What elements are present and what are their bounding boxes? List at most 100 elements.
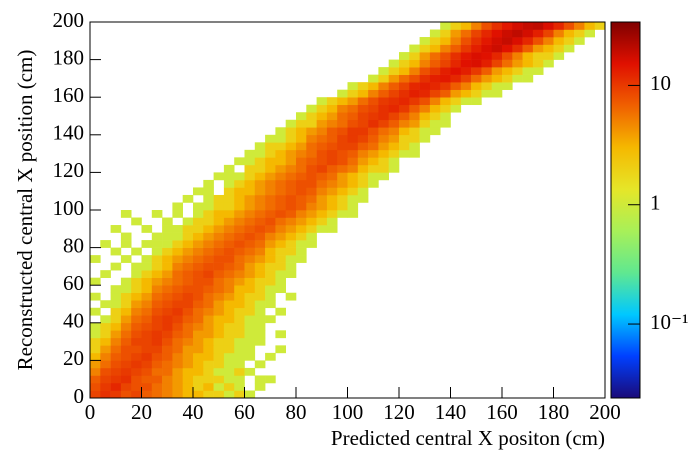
- heatmap-cell: [110, 262, 122, 271]
- heatmap-cell: [223, 345, 235, 354]
- heatmap-cell: [234, 345, 245, 354]
- color-bar-label: 10⁻¹: [650, 310, 688, 334]
- heatmap-cell: [316, 194, 328, 203]
- heatmap-cell: [409, 134, 420, 143]
- heatmap-cell: [357, 134, 369, 143]
- heatmap-cell: [182, 330, 194, 339]
- heatmap-cell: [450, 52, 462, 60]
- heatmap-cell: [502, 37, 513, 45]
- heatmap-cell: [162, 225, 173, 233]
- heatmap-cell: [244, 149, 256, 158]
- heatmap-cell: [162, 390, 173, 399]
- heatmap-cell: [543, 44, 554, 53]
- heatmap-cell: [265, 375, 276, 384]
- heatmap-cell: [502, 74, 513, 83]
- heatmap-cell: [316, 179, 328, 188]
- heatmap-cell: [254, 210, 266, 218]
- heatmap-cell: [203, 337, 214, 346]
- heatmap-cell: [306, 232, 317, 241]
- heatmap-cell: [419, 134, 431, 143]
- heatmap-cell: [244, 352, 256, 361]
- heatmap-cell: [419, 89, 431, 98]
- heatmap-cell: [90, 255, 101, 263]
- heatmap-cell: [471, 22, 482, 30]
- heatmap-cell: [265, 134, 276, 143]
- heatmap-cell: [234, 210, 245, 218]
- heatmap-cell: [151, 210, 163, 218]
- heatmap-cell: [460, 97, 472, 106]
- heatmap-cell: [512, 67, 523, 75]
- heatmap-cell: [378, 142, 389, 151]
- heatmap-cell: [100, 315, 111, 324]
- heatmap-cell: [244, 172, 256, 181]
- heatmap-cell: [141, 270, 153, 278]
- heatmap-cell: [110, 382, 122, 391]
- heatmap-cell: [172, 367, 183, 376]
- heatmap-cell: [203, 375, 214, 384]
- heatmap-cell: [460, 82, 472, 90]
- heatmap-cell: [275, 142, 286, 151]
- heatmap-cell: [357, 194, 369, 203]
- heatmap-cell: [378, 82, 389, 90]
- heatmap-cell: [306, 119, 317, 128]
- heatmap-cell: [223, 262, 235, 271]
- heatmap-cell: [203, 292, 214, 301]
- heatmap-cell: [254, 149, 266, 158]
- y-tick-label: 200: [53, 8, 85, 32]
- heatmap-cell: [265, 157, 276, 166]
- heatmap-cell: [182, 255, 194, 263]
- heatmap-cell: [141, 285, 153, 294]
- heatmap-cell: [275, 202, 286, 211]
- heatmap-cell: [193, 202, 204, 211]
- heatmap-cell: [213, 360, 225, 369]
- y-tick-label: 80: [63, 233, 84, 257]
- heatmap-cell: [182, 277, 194, 286]
- heatmap-cell: [326, 149, 338, 158]
- heatmap-cell: [502, 22, 513, 30]
- heatmap-cell: [213, 367, 225, 376]
- heatmap-cell: [563, 44, 575, 53]
- heatmap-cell: [234, 202, 245, 211]
- heatmap-cell: [131, 382, 142, 391]
- heatmap-cell: [357, 112, 369, 121]
- heatmap-cell: [574, 37, 585, 45]
- heatmap-cell: [234, 367, 245, 376]
- heatmap-cell: [481, 89, 492, 98]
- heatmap-cell: [368, 157, 379, 166]
- heatmap-cell: [234, 255, 245, 263]
- heatmap-cell: [460, 59, 472, 68]
- heatmap-cell: [532, 52, 544, 60]
- heatmap-cell: [532, 29, 544, 38]
- heatmap-cell: [213, 322, 225, 331]
- heatmap-cell: [275, 134, 286, 143]
- heatmap-cell: [254, 232, 266, 241]
- heatmap-cell: [440, 74, 451, 83]
- heatmap-cell: [275, 262, 286, 271]
- heatmap-cell: [265, 315, 276, 324]
- heatmap-cell: [223, 240, 235, 248]
- heatmap-cell: [110, 390, 122, 399]
- heatmap-cell: [409, 67, 420, 75]
- heatmap-cell: [275, 270, 286, 278]
- heatmap-cell: [285, 149, 297, 158]
- x-tick-label: 200: [589, 400, 621, 424]
- heatmap-cell: [254, 179, 266, 188]
- heatmap-cell: [203, 390, 214, 399]
- heatmap-cell: [265, 232, 276, 241]
- heatmap-cell: [234, 352, 245, 361]
- heatmap-cell: [141, 277, 153, 286]
- heatmap-cell: [399, 104, 410, 113]
- heatmap-cell: [460, 44, 472, 53]
- heatmap-cell: [234, 225, 245, 233]
- heatmap-cell: [296, 119, 307, 128]
- heatmap-cell: [244, 367, 256, 376]
- heatmap-cell: [296, 225, 307, 233]
- heatmap-cell: [90, 277, 101, 286]
- heatmap-cell: [172, 202, 183, 211]
- heatmap-cell: [172, 337, 183, 346]
- heatmap-cell: [244, 255, 256, 263]
- heatmap-cell: [254, 337, 266, 346]
- heatmap-cell: [203, 277, 214, 286]
- heatmap-cell: [347, 104, 359, 113]
